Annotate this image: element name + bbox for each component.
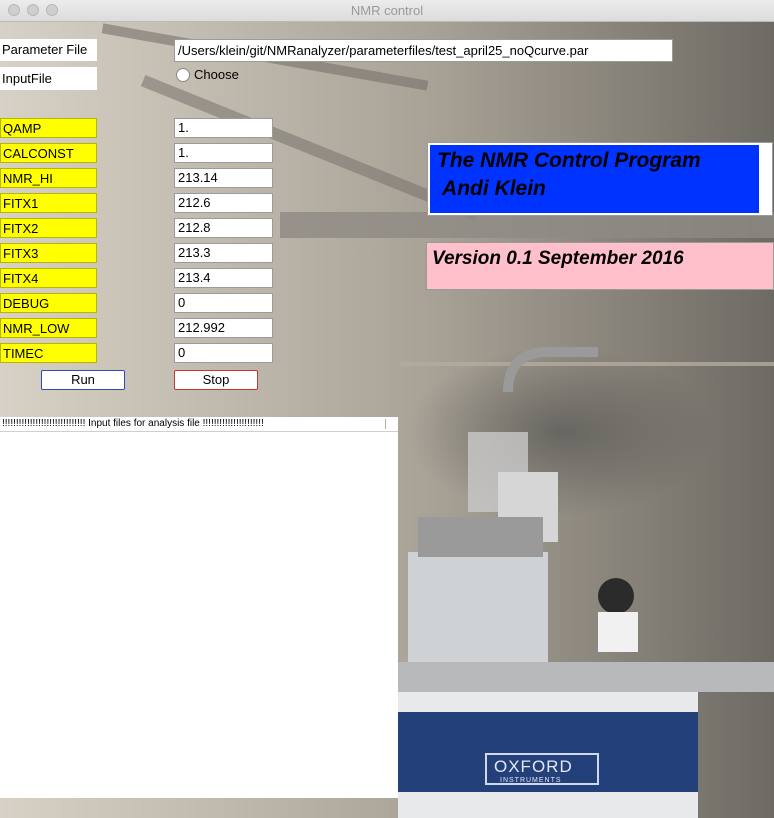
- run-button[interactable]: Run: [41, 370, 125, 390]
- window-titlebar: NMR control: [0, 0, 774, 22]
- param-label-nmr-low: NMR_LOW: [0, 318, 97, 338]
- version-text: Version 0.1 September 2016: [432, 248, 684, 269]
- oxford-logo: OXFORD: [494, 757, 573, 776]
- choose-label[interactable]: Choose: [194, 67, 239, 82]
- input-files-panel-title: !!!!!!!!!!!!!!!!!!!!!!!!!!!!!! Input fil…: [2, 418, 264, 429]
- param-label-fitx3: FITX3: [0, 243, 97, 263]
- program-title-background: The NMR Control Program Andi Klein: [430, 145, 759, 213]
- param-label-fitx2: FITX2: [0, 218, 97, 238]
- param-label-nmr-hi: NMR_HI: [0, 168, 97, 188]
- parameter-file-label: Parameter File: [0, 39, 97, 61]
- param-label-calconst: CALCONST: [0, 143, 97, 163]
- param-label-fitx1: FITX1: [0, 193, 97, 213]
- input-files-list[interactable]: [0, 432, 398, 798]
- param-label-debug: DEBUG: [0, 293, 97, 313]
- param-label-fitx4: FITX4: [0, 268, 97, 288]
- oxford-logo-sub: INSTRUMENTS: [500, 777, 562, 784]
- program-title: The NMR Control Program: [437, 149, 701, 172]
- program-title-box: The NMR Control Program Andi Klein: [427, 142, 773, 216]
- stop-button[interactable]: Stop: [174, 370, 258, 390]
- param-input-calconst[interactable]: 1.: [174, 143, 273, 163]
- input-files-panel-header: !!!!!!!!!!!!!!!!!!!!!!!!!!!!!! Input fil…: [0, 417, 398, 432]
- param-input-fitx1[interactable]: 212.6: [174, 193, 273, 213]
- param-input-fitx3[interactable]: 213.3: [174, 243, 273, 263]
- version-box: Version 0.1 September 2016: [426, 242, 774, 290]
- close-window-button[interactable]: [8, 4, 20, 16]
- param-input-debug[interactable]: 0: [174, 293, 273, 313]
- panel-header-divider: [385, 419, 386, 429]
- input-file-label: InputFile: [0, 67, 97, 90]
- param-label-timec: TIMEC: [0, 343, 97, 363]
- minimize-window-button[interactable]: [27, 4, 39, 16]
- param-input-nmr-low[interactable]: 212.992: [174, 318, 273, 338]
- window-title: NMR control: [350, 3, 424, 18]
- program-author: Andi Klein: [437, 177, 546, 200]
- param-input-fitx2[interactable]: 212.8: [174, 218, 273, 238]
- param-input-timec[interactable]: 0: [174, 343, 273, 363]
- param-input-fitx4[interactable]: 213.4: [174, 268, 273, 288]
- zoom-window-button[interactable]: [46, 4, 58, 16]
- parameter-file-input[interactable]: /Users/klein/git/NMRanalyzer/parameterfi…: [174, 39, 673, 62]
- choose-radio-button[interactable]: [176, 68, 190, 82]
- param-input-qamp[interactable]: 1.: [174, 118, 273, 138]
- param-label-qamp: QAMP: [0, 118, 97, 138]
- param-input-nmr-hi[interactable]: 213.14: [174, 168, 273, 188]
